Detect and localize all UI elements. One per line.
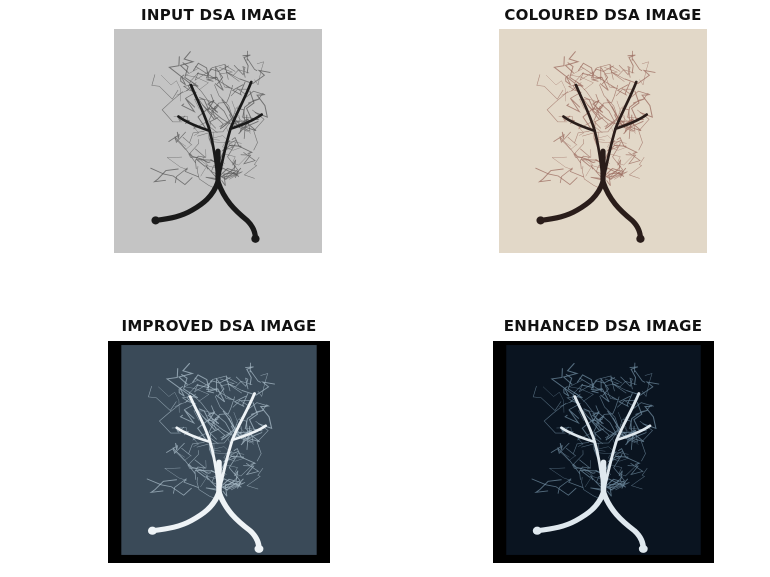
angiogram-graphic <box>114 29 322 253</box>
input-dsa-image <box>114 29 322 253</box>
enhanced-panel-title: ENHANCED DSA IMAGE <box>503 317 703 335</box>
improved-panel-title: IMPROVED DSA IMAGE <box>121 317 317 335</box>
enhanced-dsa-image <box>493 341 714 563</box>
angiogram-graphic <box>499 29 707 253</box>
angiogram-graphic <box>493 341 714 563</box>
coloured-panel-title: COLOURED DSA IMAGE <box>504 6 702 24</box>
improved-dsa-image <box>108 341 330 563</box>
coloured-dsa-image <box>499 29 707 253</box>
angiogram-graphic <box>108 341 330 563</box>
input-panel-title: INPUT DSA IMAGE <box>140 6 298 24</box>
